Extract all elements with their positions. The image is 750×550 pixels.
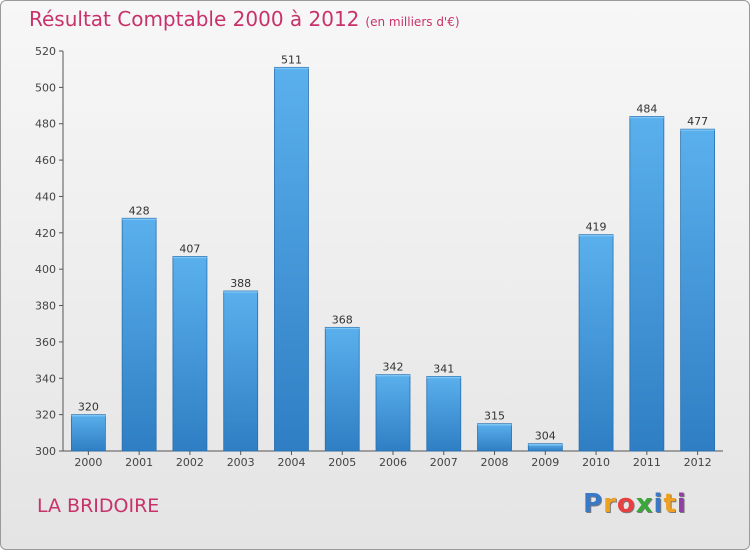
x-tick-label: 2006 <box>379 456 407 469</box>
bar-value-label: 320 <box>78 401 99 414</box>
logo-letter: t <box>663 489 677 519</box>
bar <box>477 423 512 452</box>
bar <box>680 128 716 452</box>
bar-value-label: 368 <box>332 313 353 326</box>
chart-title-text: Résultat Comptable 2000 à 2012 <box>29 7 360 31</box>
y-tick-label: 500 <box>35 81 56 94</box>
place-name: LA BRIDOIRE <box>37 495 160 517</box>
logo-letter: x <box>635 489 654 519</box>
bar <box>172 256 208 452</box>
y-tick-label: 380 <box>35 300 56 313</box>
logo-letter: P <box>583 489 604 519</box>
bar-value-label: 477 <box>687 115 708 128</box>
bar-value-label: 407 <box>179 242 200 255</box>
x-tick-label: 2012 <box>684 456 712 469</box>
y-tick-label: 340 <box>35 372 56 385</box>
x-tick-label: 2005 <box>328 456 356 469</box>
x-tick-label: 2010 <box>582 456 610 469</box>
proxiti-logo: Proxiti <box>583 489 687 519</box>
y-tick-label: 440 <box>35 190 56 203</box>
bar <box>121 217 157 452</box>
x-tick-label: 2002 <box>176 456 204 469</box>
y-tick-label: 300 <box>35 445 56 458</box>
x-tick-label: 2008 <box>481 456 509 469</box>
bar-value-label: 511 <box>281 53 302 66</box>
bar <box>375 374 411 452</box>
bar-value-label: 341 <box>433 362 454 375</box>
y-tick-label: 420 <box>35 227 56 240</box>
y-tick-label: 360 <box>35 336 56 349</box>
x-tick-label: 2003 <box>227 456 255 469</box>
bar-value-label: 304 <box>535 430 556 443</box>
logo-letter: i <box>653 489 664 519</box>
bar <box>274 66 309 452</box>
bar-value-label: 388 <box>230 277 251 290</box>
x-tick-label: 2009 <box>531 456 559 469</box>
logo-letter: r <box>603 489 617 519</box>
bar-value-label: 315 <box>484 410 505 423</box>
bar-value-label: 484 <box>636 102 657 115</box>
bar <box>324 326 360 452</box>
y-tick-label: 520 <box>35 45 56 58</box>
x-tick-label: 2001 <box>125 456 153 469</box>
bar <box>426 376 462 452</box>
logo-letter: o <box>616 489 636 519</box>
y-tick-label: 400 <box>35 263 56 276</box>
x-tick-label: 2004 <box>277 456 305 469</box>
bar-value-label: 419 <box>586 221 607 234</box>
bar <box>223 290 259 452</box>
bar-value-label: 428 <box>129 204 150 217</box>
bar <box>578 234 614 452</box>
chart-title: Résultat Comptable 2000 à 2012 (en millie… <box>29 7 460 31</box>
y-tick-label: 480 <box>35 118 56 131</box>
logo-letter: i <box>676 489 687 519</box>
x-tick-label: 2011 <box>633 456 661 469</box>
bar-value-label: 342 <box>383 361 404 374</box>
y-tick-label: 460 <box>35 154 56 167</box>
bar <box>70 414 106 452</box>
bar <box>629 116 665 452</box>
y-tick-label: 320 <box>35 409 56 422</box>
chart-subtitle: (en milliers d'€) <box>365 15 460 29</box>
x-tick-label: 2007 <box>430 456 458 469</box>
x-tick-label: 2000 <box>74 456 102 469</box>
